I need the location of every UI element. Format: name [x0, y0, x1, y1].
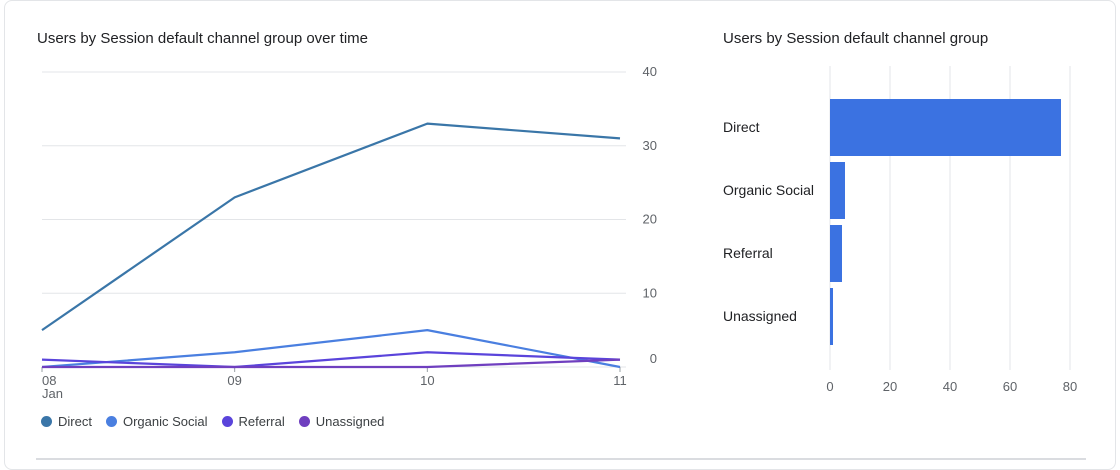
legend-item[interactable]: Referral: [221, 414, 285, 429]
line-y-tick-label: 10: [643, 285, 657, 300]
legend-dot-icon: [41, 416, 52, 427]
legend-label: Organic Social: [122, 414, 208, 429]
line-series-organic-social: [41, 329, 621, 369]
legend-label: Referral: [238, 414, 285, 429]
line-y-tick-label: 40: [643, 64, 657, 79]
bar-category-label: Unassigned: [723, 308, 797, 324]
legend-label: Direct: [58, 414, 92, 429]
line-series-referral: [41, 351, 621, 369]
bar-chart-title: Users by Session default channel group: [723, 30, 989, 47]
line-series-direct: [41, 122, 621, 332]
card-divider: [36, 458, 1086, 460]
bar-organic-social: [830, 162, 845, 219]
report-card: [4, 0, 1116, 470]
line-x-tick-label: 09: [227, 373, 241, 388]
legend-dot-icon: [298, 416, 310, 427]
line-y-tick-label: 20: [643, 212, 657, 227]
line-chart-title: Users by Session default channel group o…: [37, 30, 369, 47]
legend-label: Unassigned: [315, 414, 385, 429]
bar-category-label: Referral: [723, 245, 773, 261]
bar-x-tick-label: 80: [1063, 379, 1077, 394]
line-series-unassigned: [42, 358, 621, 369]
line-chart-legend: Direct Organic Social Referral Unassigned: [41, 414, 384, 429]
line-x-tick-label: 10: [420, 373, 434, 388]
bar-referral: [830, 225, 842, 282]
line-x-sub-label: Jan: [42, 386, 63, 401]
bar-unassigned: [830, 288, 833, 345]
line-x-tick-label: 11: [613, 373, 627, 388]
bar-x-tick-label: 40: [943, 379, 957, 394]
legend-dot-icon: [221, 416, 233, 427]
line-y-tick-label: 30: [643, 138, 657, 153]
bar-category-label: Organic Social: [723, 182, 814, 198]
bar-x-tick-label: 60: [1003, 379, 1017, 394]
bar-x-tick-label: 0: [826, 379, 833, 394]
legend-dot-icon: [105, 416, 117, 427]
line-y-tick-label: 0: [650, 351, 657, 366]
bar-direct: [830, 99, 1061, 156]
bar-x-tick-label: 20: [883, 379, 897, 394]
legend-item[interactable]: Unassigned: [298, 414, 385, 429]
bar-category-label: Direct: [723, 119, 760, 135]
legend-item[interactable]: Organic Social: [105, 414, 208, 429]
line-x-tick-label: 08: [42, 373, 56, 388]
legend-item[interactable]: Direct: [41, 414, 92, 429]
